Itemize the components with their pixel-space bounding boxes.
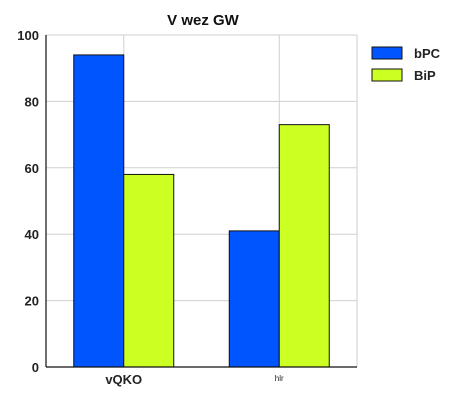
legend: bPC BiP bbox=[371, 46, 441, 83]
y-tick-label: 60 bbox=[25, 161, 39, 176]
y-tick-label: 20 bbox=[25, 294, 39, 309]
legend-swatch bbox=[371, 68, 403, 82]
y-tick-label: 0 bbox=[32, 360, 39, 375]
bar bbox=[228, 230, 280, 368]
bars bbox=[73, 54, 330, 368]
x-tick-label: vQKO bbox=[105, 372, 142, 387]
bar bbox=[123, 173, 175, 368]
bar bbox=[73, 54, 125, 368]
x-tick-label: hlr bbox=[275, 374, 284, 383]
bar bbox=[278, 124, 330, 368]
legend-label: BiP bbox=[414, 68, 436, 83]
y-tick-label: 40 bbox=[25, 227, 39, 242]
legend-label: bPC bbox=[414, 46, 441, 61]
legend-swatch bbox=[371, 46, 403, 60]
chart-title: V wez GW bbox=[167, 12, 240, 29]
y-tick-label: 80 bbox=[25, 94, 39, 109]
y-tick-label: 100 bbox=[17, 28, 39, 43]
axes: 0 20 40 60 80 100 vQKO hlr bbox=[17, 28, 357, 387]
